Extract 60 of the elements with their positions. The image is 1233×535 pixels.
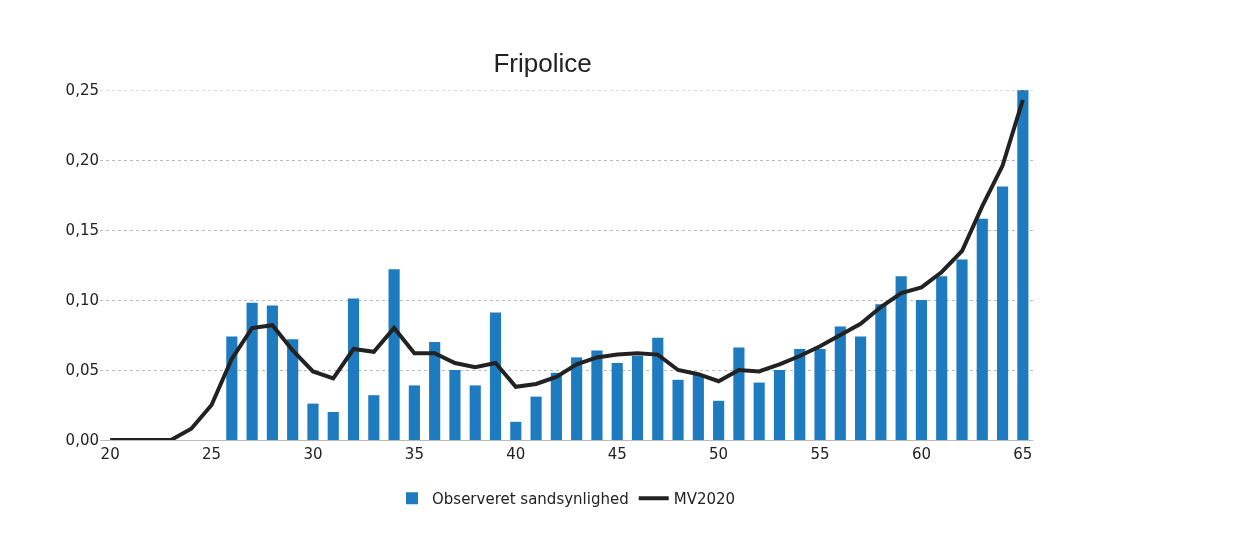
bar bbox=[307, 403, 319, 440]
bar bbox=[672, 379, 684, 440]
bar bbox=[956, 259, 968, 440]
x-tick-label: 20 bbox=[100, 445, 120, 463]
bar bbox=[895, 276, 907, 440]
bar bbox=[287, 339, 299, 440]
bar bbox=[713, 400, 725, 440]
bar bbox=[530, 396, 542, 440]
bar bbox=[834, 326, 846, 440]
bar bbox=[266, 305, 278, 440]
bar bbox=[692, 374, 704, 440]
bar bbox=[794, 349, 806, 440]
x-tick-label: 35 bbox=[404, 445, 424, 463]
legend-label: Observeret sandsynlighed bbox=[432, 490, 629, 509]
y-tick-label: 0,00 bbox=[65, 431, 99, 450]
chart-title: Fripolice bbox=[493, 47, 592, 78]
bar bbox=[489, 312, 502, 440]
bar bbox=[469, 385, 481, 440]
bar bbox=[388, 269, 400, 440]
x-tick-label: 55 bbox=[810, 445, 830, 463]
bar bbox=[773, 370, 786, 440]
bar bbox=[733, 347, 745, 440]
bar bbox=[591, 350, 603, 440]
bar bbox=[1017, 90, 1029, 440]
bar bbox=[429, 342, 441, 440]
y-tick-label: 0,10 bbox=[65, 291, 99, 310]
bar bbox=[915, 300, 928, 440]
bar bbox=[408, 385, 420, 440]
bar bbox=[936, 276, 948, 440]
bar bbox=[997, 186, 1009, 440]
x-tick-label: 65 bbox=[1013, 445, 1033, 463]
x-tick-label: 50 bbox=[709, 445, 729, 463]
bar bbox=[611, 363, 623, 440]
bar bbox=[510, 421, 522, 440]
bar bbox=[652, 337, 664, 440]
bar bbox=[449, 370, 461, 440]
bar bbox=[814, 349, 826, 440]
y-tick-label: 0,25 bbox=[65, 81, 99, 100]
bar bbox=[631, 356, 644, 440]
x-tick-label: 30 bbox=[303, 445, 323, 463]
bar bbox=[226, 336, 238, 440]
bar bbox=[347, 298, 360, 440]
y-tick-label: 0,20 bbox=[65, 151, 99, 170]
bar bbox=[327, 412, 339, 440]
x-tick-label: 40 bbox=[506, 445, 526, 463]
legend-label: MV2020 bbox=[673, 490, 736, 509]
y-tick-label: 0,15 bbox=[65, 221, 99, 240]
bar bbox=[246, 302, 258, 440]
x-tick-label: 45 bbox=[607, 445, 627, 463]
x-tick-label: 60 bbox=[911, 445, 931, 463]
bar bbox=[855, 336, 867, 440]
y-tick-label: 0,05 bbox=[65, 361, 99, 380]
bar bbox=[571, 357, 583, 440]
x-tick-label: 25 bbox=[202, 445, 222, 463]
bar bbox=[976, 218, 988, 440]
line-series bbox=[108, 97, 1025, 440]
bar bbox=[753, 382, 765, 440]
bar bbox=[550, 372, 562, 440]
bar bbox=[368, 395, 380, 440]
bar bbox=[875, 304, 887, 440]
